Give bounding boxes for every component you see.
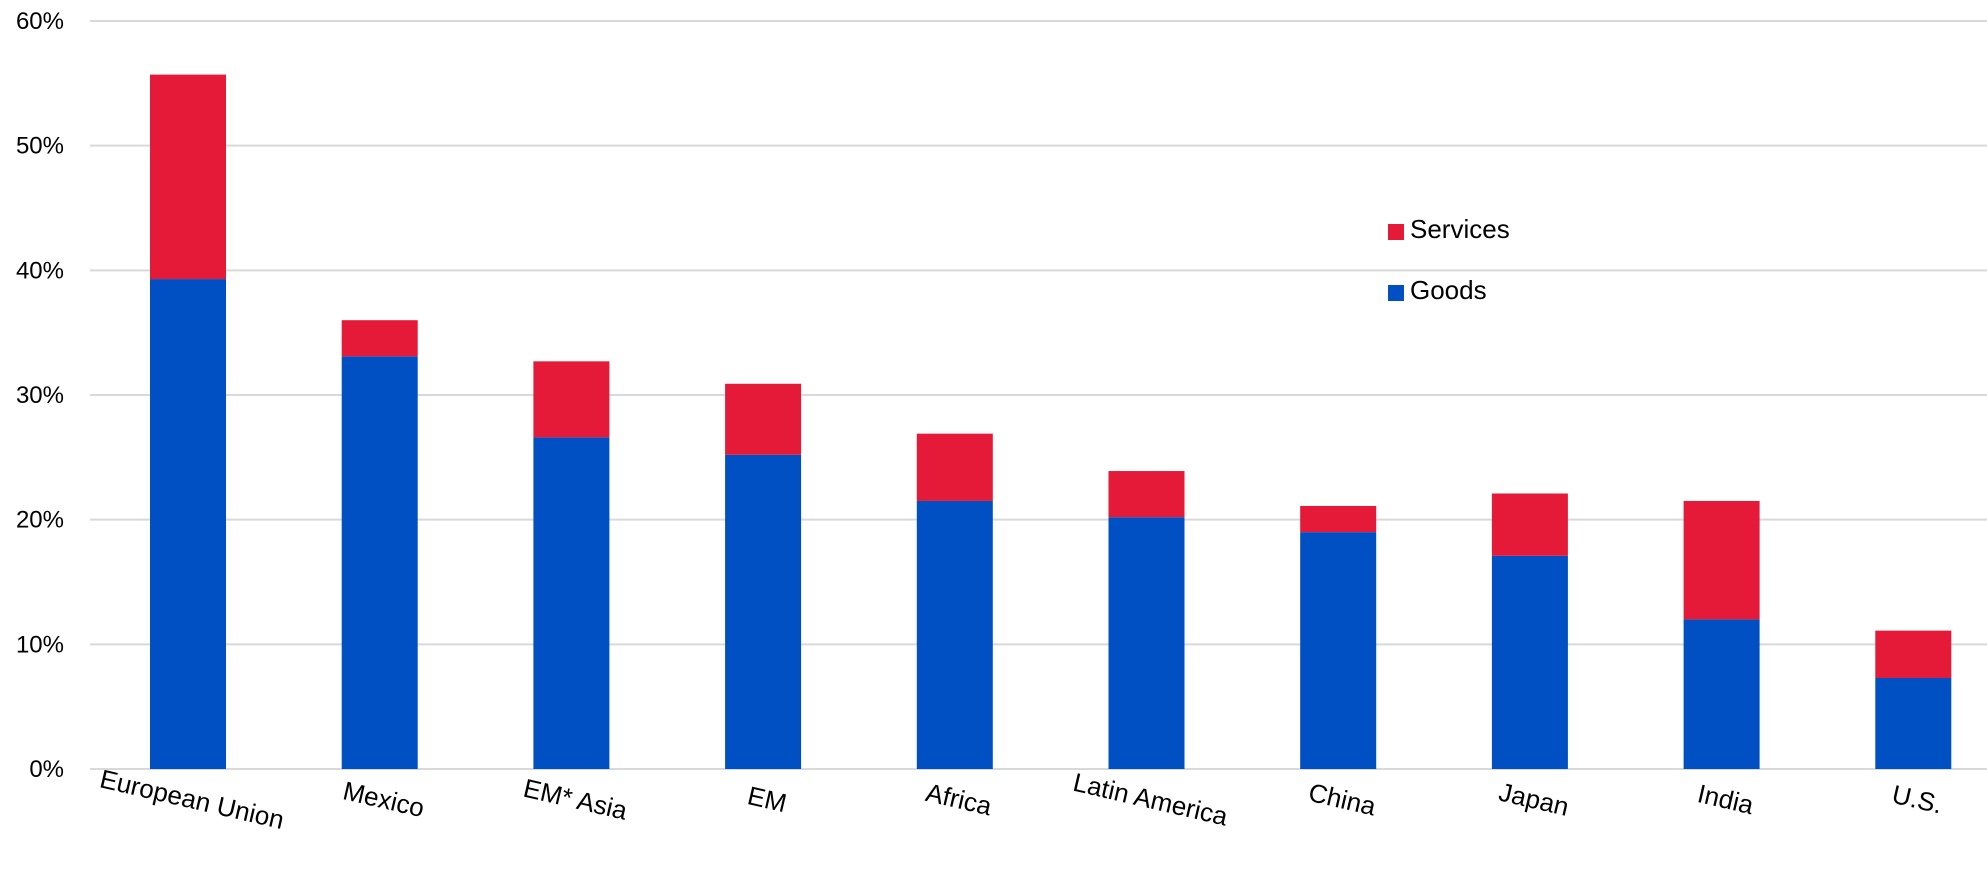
legend-label-goods: Goods bbox=[1410, 275, 1487, 305]
y-tick-label: 10% bbox=[16, 631, 64, 658]
x-tick-label-european-union: European Union bbox=[97, 763, 287, 835]
bar-services-latin-america bbox=[1108, 471, 1185, 518]
bar-goods-mexico bbox=[341, 356, 418, 769]
legend: Services Goods bbox=[1388, 214, 1510, 305]
bar-services-u-s bbox=[1875, 630, 1952, 678]
bar-services-mexico bbox=[341, 320, 418, 357]
bar-goods-european-union bbox=[150, 279, 226, 769]
bar-services-africa bbox=[916, 433, 993, 501]
x-tick-label-u-s: U.S. bbox=[1889, 779, 1945, 820]
x-axis-category-labels: European Union Mexico EM* Asia EM Africa Lati… bbox=[97, 763, 1945, 835]
y-tick-label: 60% bbox=[16, 8, 64, 35]
bar-goods-japan bbox=[1491, 555, 1568, 769]
bar-services-em-asia bbox=[533, 361, 610, 438]
x-tick-label-latin-america: Latin America bbox=[1070, 767, 1231, 832]
legend-swatch-goods bbox=[1388, 285, 1404, 301]
x-tick-label-em-asia: EM* Asia bbox=[521, 773, 631, 826]
bar-goods-china bbox=[1300, 532, 1377, 769]
bar-services-india bbox=[1683, 500, 1760, 620]
y-axis-ticks: 0% 10% 20% 30% 40% 50% 60% bbox=[16, 8, 64, 783]
y-tick-label: 0% bbox=[29, 756, 64, 783]
bar-services-china bbox=[1300, 505, 1377, 533]
x-tick-label-em: EM bbox=[745, 780, 790, 818]
bar-goods-africa bbox=[916, 500, 993, 769]
legend-swatch-services bbox=[1388, 224, 1404, 240]
bar-services-em bbox=[725, 383, 802, 455]
x-tick-label-mexico: Mexico bbox=[340, 775, 427, 823]
y-tick-label: 20% bbox=[16, 507, 64, 534]
bar-goods-u-s bbox=[1875, 677, 1952, 769]
x-tick-label-africa: Africa bbox=[923, 777, 995, 821]
bar-goods-india bbox=[1683, 619, 1760, 769]
bars bbox=[150, 74, 1952, 769]
y-tick-label: 40% bbox=[16, 257, 64, 284]
bar-goods-em-asia bbox=[533, 437, 610, 769]
x-tick-label-china: China bbox=[1306, 777, 1379, 822]
y-tick-label: 50% bbox=[16, 133, 64, 160]
bar-goods-em bbox=[725, 454, 802, 769]
x-tick-label-india: India bbox=[1695, 778, 1757, 820]
legend-label-services: Services bbox=[1410, 214, 1510, 244]
bar-services-japan bbox=[1491, 493, 1568, 556]
y-tick-label: 30% bbox=[16, 382, 64, 409]
bar-services-european-union bbox=[150, 74, 226, 280]
bar-goods-latin-america bbox=[1108, 517, 1185, 769]
x-tick-label-japan: Japan bbox=[1496, 777, 1572, 822]
